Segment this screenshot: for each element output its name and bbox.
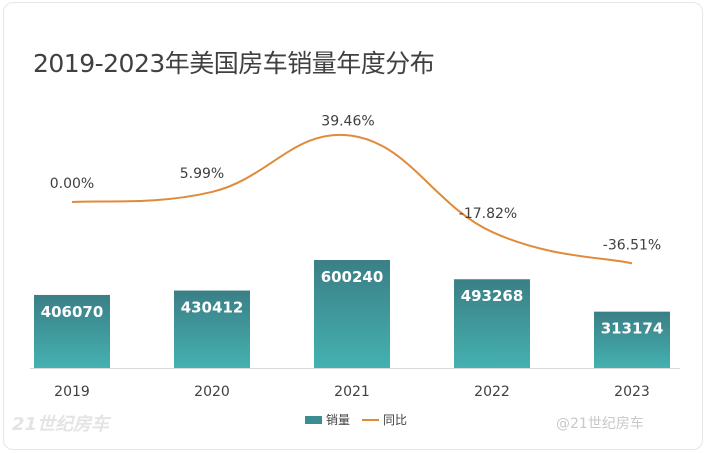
legend-line-label: 同比 [383,413,408,427]
line-label-2022: -17.82% [459,206,517,222]
bar-label-2023: 313174 [601,320,664,338]
line-label-2019: 0.00% [50,176,94,192]
line-label-2021: 39.46% [321,114,374,130]
bar-2021 [314,260,390,368]
legend-bar-swatch [305,415,322,424]
x-tick-2023: 2023 [614,384,650,400]
line-label-2023: -36.51% [603,237,661,253]
bar-2023 [594,311,670,368]
x-tick-2020: 2020 [194,384,230,400]
legend: 销量 同比 [305,411,407,428]
bar-2022 [454,279,530,368]
bar-label-2021: 600240 [321,268,384,286]
chart-title: 2019-2023年美国房车销量年度分布 [33,49,435,78]
watermark-text: @21世纪房车 [556,416,644,432]
legend-bar-label: 销量 [326,413,351,427]
x-tick-2019: 2019 [54,384,90,400]
line-series-yoy [71,133,633,265]
bar-label-2022: 493268 [461,287,524,305]
bar-2019 [34,294,110,368]
bar-2020 [174,290,250,368]
line-label-2020: 5.99% [180,166,224,182]
x-tick-2021: 2021 [334,384,370,400]
chart-card [3,2,703,450]
legend-line-swatch [362,418,380,421]
bar-label-2019: 406070 [41,303,104,321]
watermark-logo: 21世纪房车 [12,414,110,435]
bar-label-2020: 430412 [181,299,244,317]
x-tick-2022: 2022 [474,384,510,400]
